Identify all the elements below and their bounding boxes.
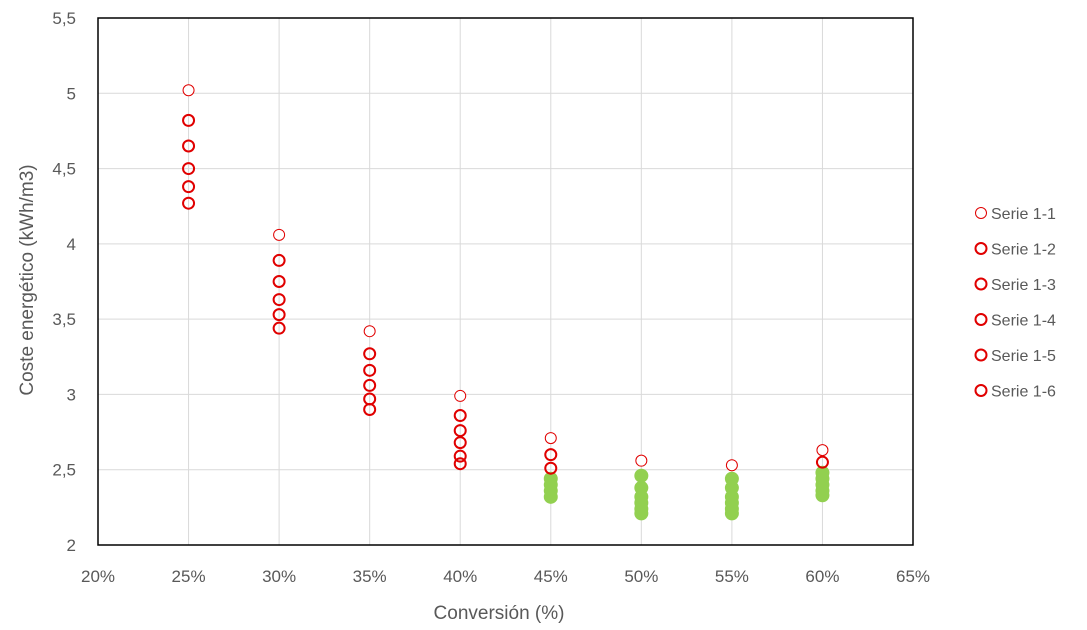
y-tick-label: 2: [67, 536, 76, 555]
legend-marker: [974, 384, 988, 397]
data-point: [272, 308, 286, 322]
series-1: [182, 113, 829, 469]
legend-marker: [974, 242, 988, 255]
data-point: [453, 457, 467, 471]
legend-label: Serie 1-3: [991, 277, 1056, 294]
y-tick-label: 2,5: [52, 461, 76, 480]
series-5: [182, 196, 467, 471]
data-point: [272, 293, 286, 307]
data-point: [363, 325, 376, 338]
data-point: [272, 253, 286, 267]
series-2: [182, 139, 558, 475]
data-point: [182, 162, 196, 176]
data-point: [272, 321, 286, 335]
legend-label: Serie 1-6: [991, 384, 1056, 401]
x-tick-label: 45%: [534, 567, 568, 586]
legend-label: Serie 1-4: [991, 313, 1056, 330]
data-point: [453, 436, 467, 450]
data-point: [182, 180, 196, 194]
x-tick-label: 30%: [262, 567, 296, 586]
y-tick-label: 3: [67, 385, 76, 404]
legend-label: Serie 1-2: [991, 242, 1056, 259]
data-point: [635, 454, 648, 467]
data-point: [725, 459, 738, 472]
x-axis-tick-labels: 20% 25% 30% 35% 40% 45% 50% 55% 60% 65%: [81, 567, 930, 586]
legend-item: Serie 1-3: [974, 277, 1056, 294]
data-point: [453, 449, 467, 463]
y-tick-label: 5: [67, 84, 76, 103]
data-point: [182, 139, 196, 153]
y-tick-label: 5,5: [52, 9, 76, 28]
x-tick-label: 60%: [805, 567, 839, 586]
series-6: [543, 465, 830, 521]
data-point: [182, 196, 196, 210]
data-point: [363, 363, 377, 377]
data-point: [544, 448, 558, 462]
legend-item: Serie 1-6: [974, 384, 1056, 401]
data-point: [363, 402, 377, 416]
y-tick-label: 3,5: [52, 310, 76, 329]
data-point: [453, 424, 467, 438]
x-tick-label: 55%: [715, 567, 749, 586]
data-point: [454, 389, 467, 402]
data-point: [544, 461, 558, 475]
y-axis-title: Coste energético (kWh/m3): [17, 164, 38, 395]
series-4: [182, 180, 467, 463]
y-tick-label: 4,5: [52, 160, 76, 179]
legend-marker: [974, 313, 988, 326]
grid-lines: [97, 17, 914, 546]
data-point: [182, 113, 196, 127]
x-axis-title: Conversión (%): [434, 603, 565, 624]
data-point: [363, 347, 377, 361]
legend-item: Serie 1-4: [974, 313, 1056, 330]
x-tick-label: 65%: [896, 567, 930, 586]
legend-label: Serie 1-5: [991, 348, 1056, 365]
data-points: [182, 84, 830, 521]
legend-label: Serie 1-1: [991, 206, 1056, 223]
data-point: [182, 84, 195, 97]
data-point: [543, 489, 558, 504]
x-tick-label: 20%: [81, 567, 115, 586]
legend: Serie 1-1 Serie 1-2 Serie 1-3 Serie 1-4 Seri…: [974, 206, 1056, 401]
data-point: [634, 506, 649, 521]
data-point: [273, 228, 286, 241]
legend-item: Serie 1-1: [975, 206, 1056, 223]
series-0: [182, 84, 829, 472]
legend-marker: [975, 207, 987, 219]
legend-marker: [974, 277, 988, 291]
data-point: [815, 488, 830, 503]
data-point: [815, 455, 829, 469]
data-point: [272, 275, 286, 288]
legend-marker: [974, 348, 988, 362]
plot-border: [97, 17, 914, 546]
data-point: [816, 444, 829, 457]
series-3: [182, 162, 467, 450]
x-tick-label: 25%: [172, 567, 206, 586]
data-point: [363, 378, 377, 392]
data-point: [453, 409, 467, 423]
legend-item: Serie 1-2: [974, 242, 1056, 259]
data-point: [634, 468, 649, 483]
y-tick-label: 4: [67, 235, 76, 254]
data-point: [724, 506, 739, 521]
x-tick-label: 35%: [353, 567, 387, 586]
data-point: [544, 432, 557, 445]
x-tick-label: 40%: [443, 567, 477, 586]
legend-item: Serie 1-5: [974, 348, 1056, 365]
x-tick-label: 50%: [624, 567, 658, 586]
plot-frame: [97, 17, 914, 546]
y-axis-tick-labels: 2 2,5 3 3,5 4 4,5 5 5,5: [52, 9, 76, 555]
